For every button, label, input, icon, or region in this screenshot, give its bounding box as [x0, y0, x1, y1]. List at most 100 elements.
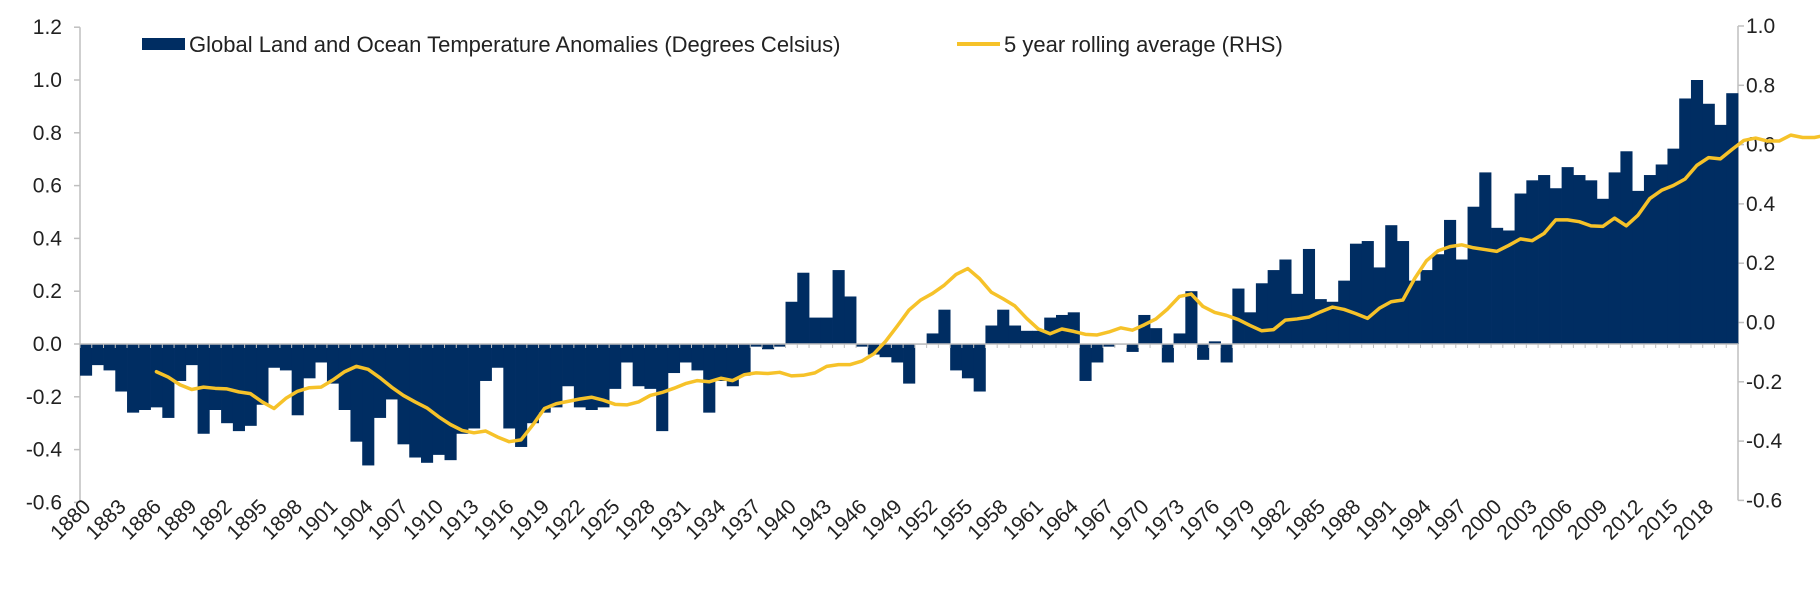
left-axis-tick-label: 0.2	[33, 280, 62, 303]
anomaly-bar	[1632, 190, 1645, 344]
anomaly-bar	[1220, 344, 1233, 363]
anomaly-bar	[174, 344, 187, 381]
x-axis-tick-label: 1913	[434, 495, 483, 544]
anomaly-bar	[91, 344, 104, 366]
anomaly-bar	[326, 344, 340, 384]
legend-line-label: 5 year rolling average (RHS)	[1004, 32, 1283, 57]
x-axis-tick-label: 1883	[81, 495, 130, 544]
x-axis-tick-label: 1943	[787, 495, 836, 544]
anomaly-bar	[985, 325, 998, 344]
anomaly-bar	[1255, 283, 1268, 344]
x-axis-tick-label: 1934	[681, 495, 731, 545]
anomaly-bar	[138, 344, 151, 410]
anomaly-bar	[620, 344, 634, 363]
anomaly-bar	[279, 344, 293, 371]
right-y-axis: -0.6 -0.4 -0.2 0.0 0.2 0.4 0.6 0.8 1.0	[1737, 15, 1783, 512]
x-axis-tick-label: 1952	[893, 495, 942, 544]
anomaly-bar	[562, 344, 575, 387]
anomaly-bar	[1208, 341, 1221, 344]
left-axis-tick-label: -0.4	[26, 439, 63, 462]
x-axis-tick-label: 1889	[152, 495, 201, 544]
anomaly-bar	[80, 344, 93, 376]
left-axis-tick-label: 0.0	[33, 333, 62, 356]
left-axis-tick-label: 1.2	[33, 16, 62, 39]
x-axis-tick-label: 1898	[258, 495, 307, 544]
anomaly-bar	[903, 344, 916, 384]
x-axis-tick-label: 1910	[399, 495, 448, 544]
anomaly-bar	[1244, 312, 1257, 344]
anomaly-bar	[1161, 344, 1174, 363]
x-axis-tick-label: 1901	[293, 495, 342, 544]
right-axis-tick-label: -0.6	[1746, 489, 1782, 512]
anomaly-bar	[1326, 301, 1339, 344]
anomaly-bar	[797, 272, 810, 344]
anomaly-bar	[550, 344, 563, 408]
x-axis-tick-label: 2012	[1598, 495, 1647, 544]
anomaly-bar	[491, 344, 504, 368]
right-axis-tick-label: 0.4	[1746, 193, 1776, 216]
anomaly-bar	[1502, 230, 1515, 344]
x-axis-tick-label: 1919	[505, 495, 554, 544]
anomaly-bar	[1349, 243, 1363, 344]
anomaly-bar	[1173, 333, 1186, 344]
anomaly-bar	[879, 344, 892, 358]
x-axis-tick-label: 1940	[752, 495, 801, 544]
anomaly-bar	[997, 309, 1010, 344]
anomaly-bar	[1467, 206, 1480, 344]
anomaly-bar	[1232, 288, 1245, 344]
right-axis-tick-label: 0.2	[1746, 252, 1775, 275]
anomaly-bar	[209, 344, 222, 410]
anomaly-bar	[1385, 225, 1398, 344]
anomaly-bar	[1067, 312, 1080, 344]
anomaly-bar	[703, 344, 716, 413]
anomaly-bar	[1103, 344, 1116, 347]
anomaly-bar	[679, 344, 692, 363]
anomaly-bar	[714, 344, 728, 381]
anomaly-bar	[1126, 344, 1139, 352]
right-axis-tick-label: -0.4	[1746, 430, 1783, 453]
anomaly-bar	[1585, 180, 1598, 344]
anomaly-bar	[1150, 328, 1163, 344]
anomaly-bar	[773, 344, 786, 347]
anomaly-bar	[950, 344, 963, 371]
legend-bar-label: Global Land and Ocean Temperature Anomal…	[189, 32, 840, 57]
anomaly-bar	[1408, 280, 1421, 344]
anomaly-bar	[1643, 175, 1657, 344]
anomaly-bar	[479, 344, 492, 381]
anomaly-bar	[856, 344, 869, 347]
right-axis-tick-label: 0.0	[1746, 312, 1775, 335]
anomaly-bar	[150, 344, 163, 408]
anomaly-bar	[1667, 148, 1680, 344]
anomaly-bar	[644, 344, 657, 389]
anomaly-bar	[1620, 151, 1633, 344]
x-axis-tick-label: 1973	[1140, 495, 1189, 544]
x-axis-tick-label: 1937	[716, 495, 765, 544]
anomaly-bar	[1338, 280, 1351, 344]
anomaly-bar	[185, 344, 198, 366]
anomaly-bar	[162, 344, 175, 418]
left-axis-tick-label: -0.2	[26, 386, 62, 409]
left-axis-tick-label: 0.6	[33, 175, 62, 198]
anomaly-bar	[127, 344, 140, 413]
anomaly-bar	[256, 344, 269, 405]
anomaly-bar	[291, 344, 304, 416]
anomaly-bar	[1373, 267, 1386, 344]
x-axis-tick-label: 1955	[928, 495, 977, 544]
x-axis-tick-label: 2018	[1669, 495, 1718, 544]
anomaly-bar	[1420, 270, 1433, 344]
right-axis-tick-label: 1.0	[1746, 15, 1775, 38]
anomaly-bar	[1726, 93, 1739, 344]
anomaly-bar	[526, 344, 539, 424]
legend: Global Land and Ocean Temperature Anomal…	[142, 32, 1283, 57]
x-axis-tick-label: 1949	[857, 495, 906, 544]
anomaly-bar	[1267, 270, 1280, 344]
anomaly-bar	[1008, 325, 1022, 344]
right-axis-tick-label: 0.8	[1746, 74, 1775, 97]
anomaly-bar	[1044, 317, 1057, 344]
anomaly-bar	[1185, 291, 1198, 344]
right-axis-tick-label: 0.6	[1746, 134, 1775, 157]
anomaly-bar	[820, 317, 833, 344]
anomaly-bar	[973, 344, 986, 392]
x-axis-tick-label: 1907	[364, 495, 413, 544]
